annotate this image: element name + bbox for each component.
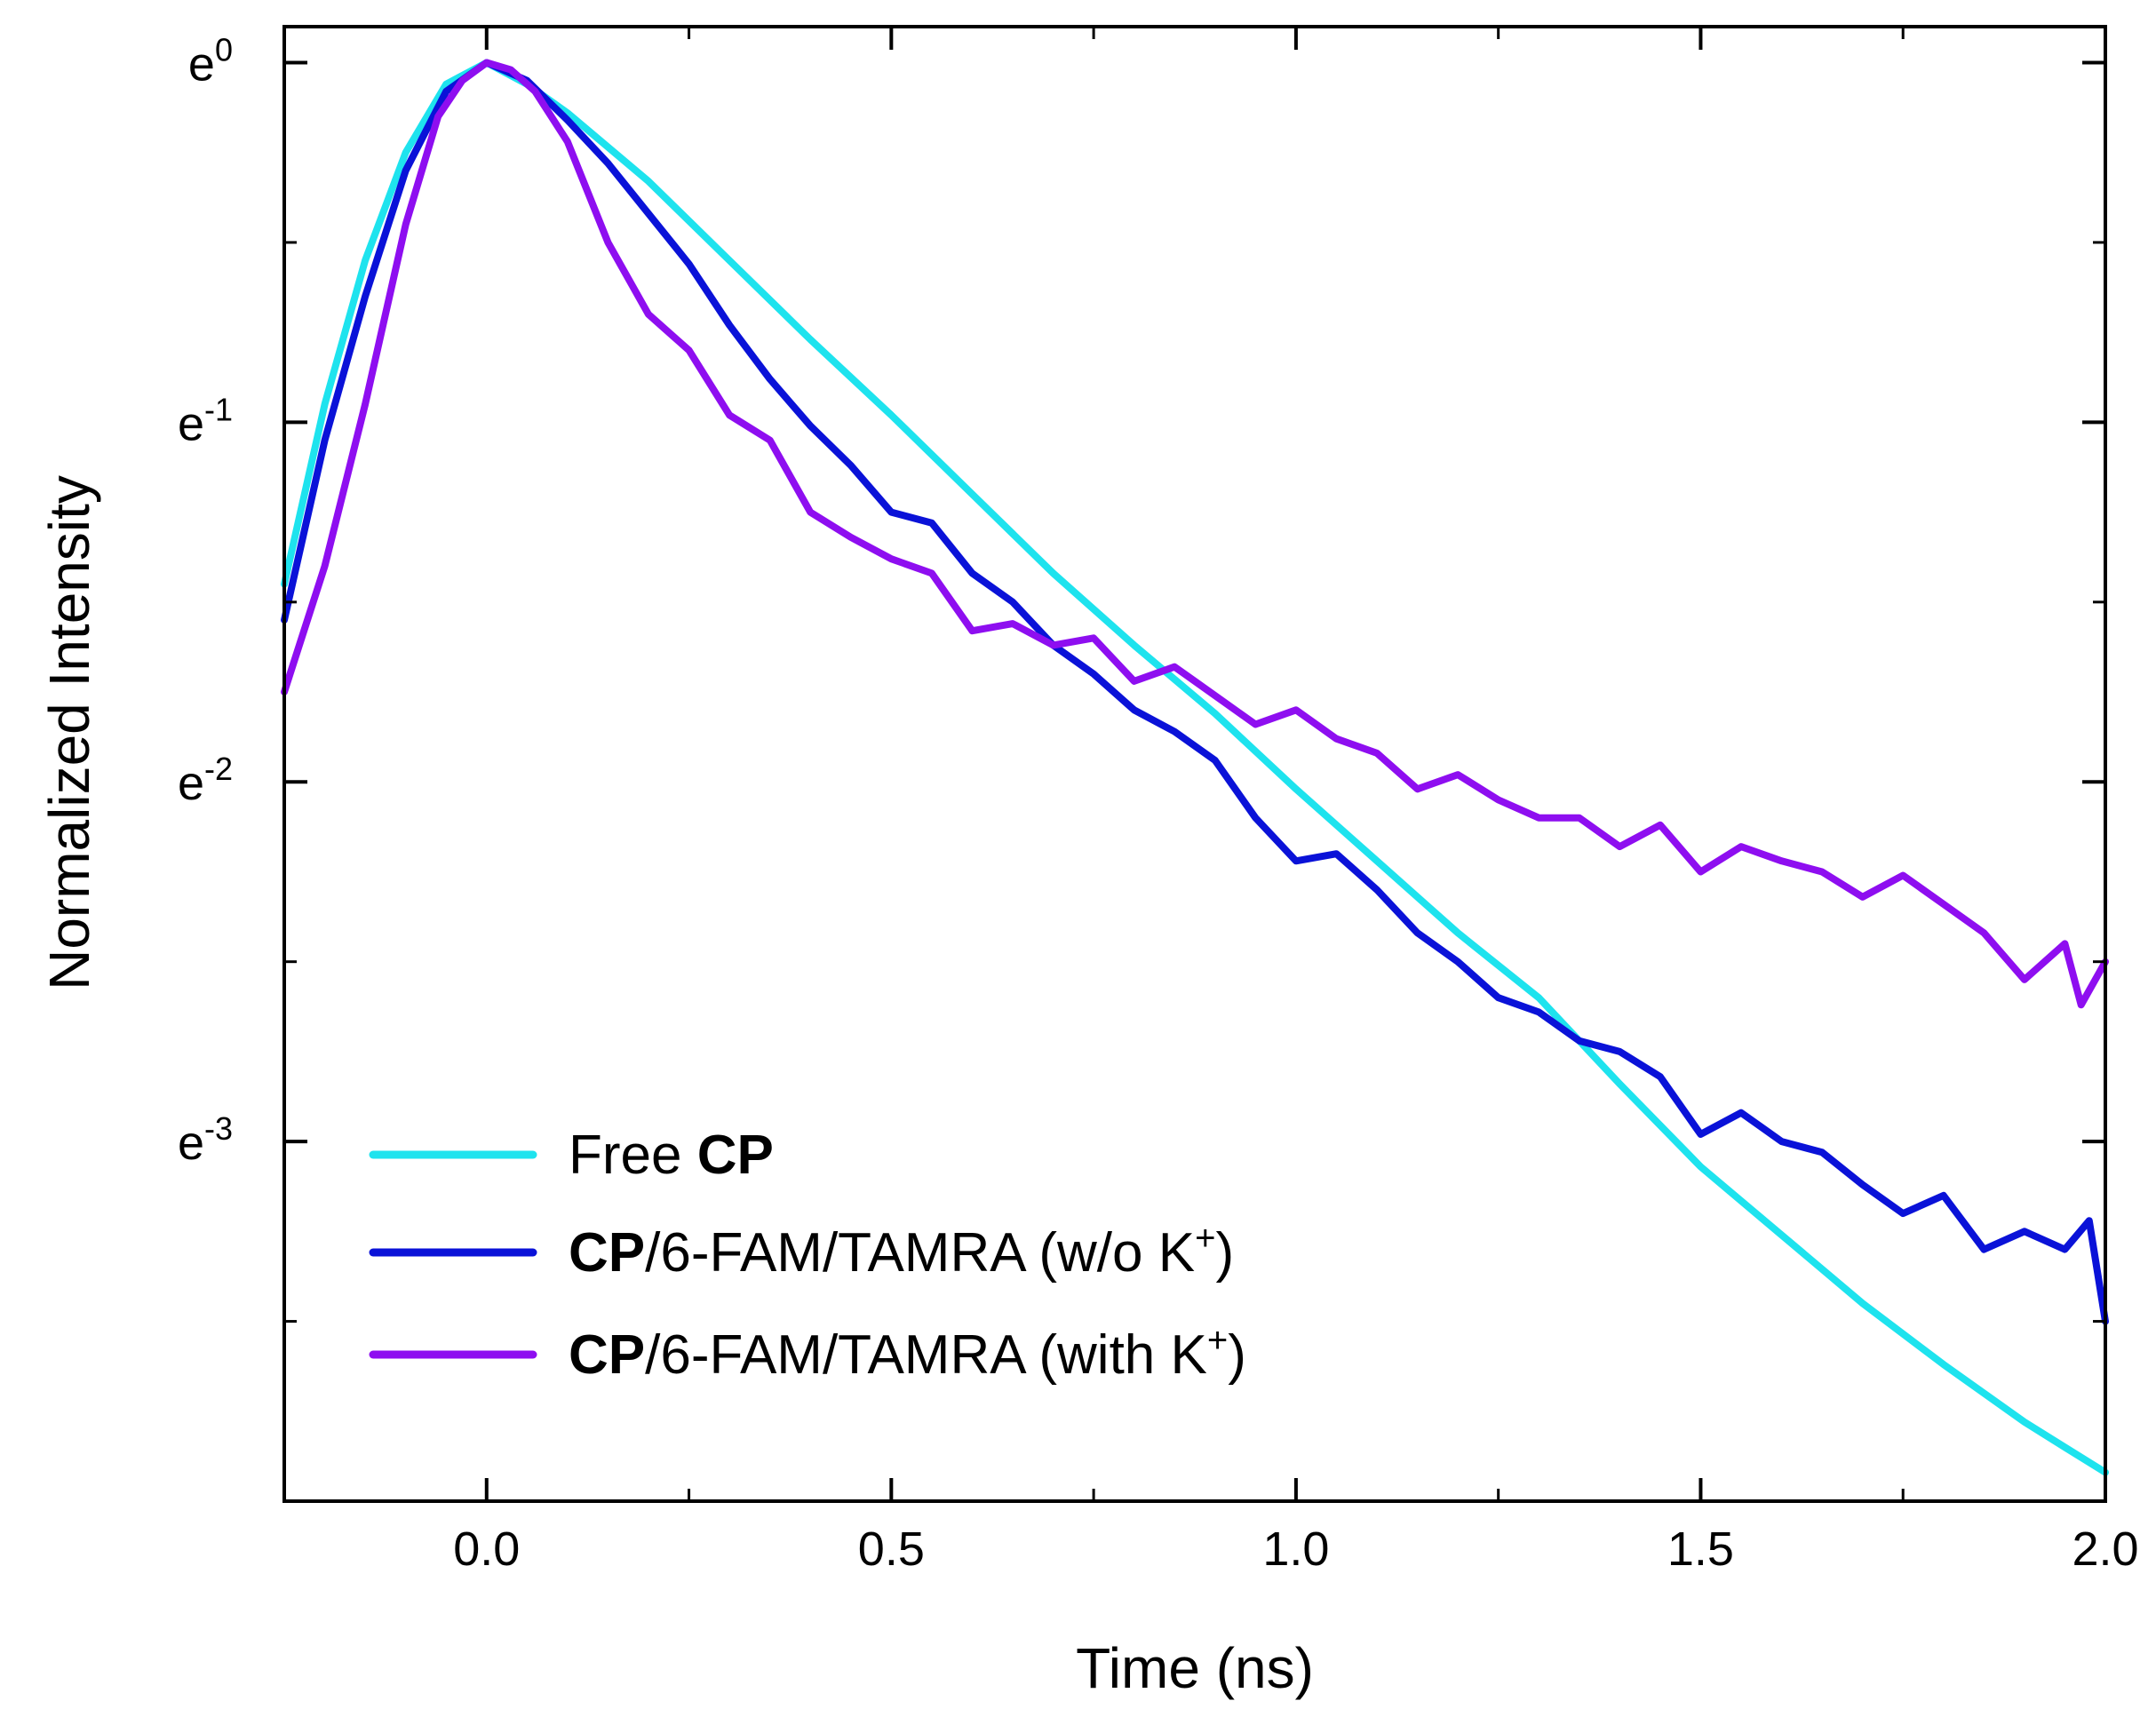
y-tick-label: e-2 [178, 751, 233, 810]
legend-label-free-cp: Free CP [569, 1125, 774, 1186]
legend-bold: CP [697, 1125, 774, 1186]
x-tick-label: 0.0 [453, 1522, 520, 1576]
x-tick-label: 1.5 [1667, 1522, 1734, 1576]
legend-superscript: + [1207, 1321, 1228, 1360]
y-tick-label: e0 [188, 31, 233, 91]
y-tick-base: e [178, 757, 204, 810]
legend-suffix: /6-FAM/TAMRA (w/o K [645, 1222, 1195, 1284]
legend-label-without-k: CP/6-FAM/TAMRA (w/o K+) [569, 1219, 1234, 1284]
legend-suffix: /6-FAM/TAMRA (with K [645, 1324, 1207, 1386]
series-layer [281, 59, 2109, 1476]
legend-superscript: + [1195, 1219, 1215, 1258]
y-tick-exponent: -2 [204, 751, 233, 787]
legend-bold: CP [569, 1222, 645, 1284]
y-tick-label: e-1 [178, 391, 233, 450]
legend-label-with-k: CP/6-FAM/TAMRA (with K+) [569, 1321, 1246, 1386]
x-tick-label: 0.5 [858, 1522, 925, 1576]
y-tick-base: e [178, 1117, 204, 1170]
y-axis-title: Normalized Intensity [37, 475, 101, 990]
x-tick-label: 2.0 [2072, 1522, 2138, 1576]
legend-prefix: Free [569, 1125, 697, 1186]
x-tick-label: 1.0 [1262, 1522, 1329, 1576]
legend-end: ) [1228, 1324, 1246, 1386]
legend-bold: CP [569, 1324, 645, 1386]
y-tick-base: e [178, 397, 204, 450]
y-tick-exponent: 0 [215, 31, 233, 68]
legend: Free CP CP/6-FAM/TAMRA (w/o K+) CP/6-FAM… [369, 1125, 1246, 1386]
x-axis-title: Time (ns) [1076, 1636, 1314, 1700]
series-line-2 [281, 59, 2109, 1009]
y-tick-exponent: -1 [204, 391, 233, 427]
series-line-1 [281, 59, 2109, 1325]
y-tick-label: e-3 [178, 1110, 233, 1170]
y-tick-exponent: -3 [204, 1110, 233, 1147]
legend-end: ) [1215, 1222, 1234, 1284]
plot-frame [282, 25, 2107, 1503]
y-tick-base: e [188, 37, 215, 91]
